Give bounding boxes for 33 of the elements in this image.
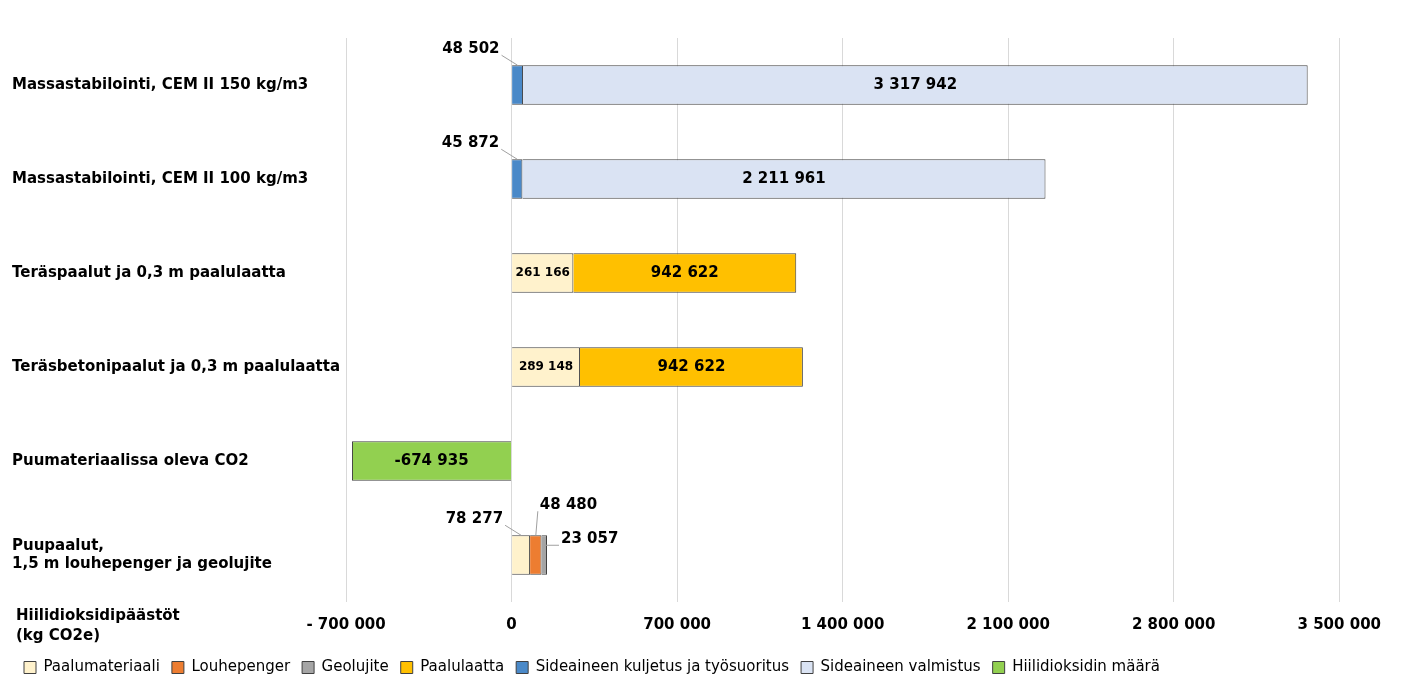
data-label: 48 480	[539, 495, 598, 514]
data-label: 942 622	[650, 262, 719, 281]
x-tick-label: 0	[506, 614, 517, 633]
y-tick-label: Puumateriaalissa oleva CO2	[12, 450, 249, 469]
x-tick-label: 700 000	[643, 614, 712, 633]
data-label: 289 148	[518, 359, 574, 374]
y-tick-label: Puupaalut, 1,5 m louhepenger ja geolujite	[12, 535, 272, 572]
legend-label: Sideaineen valmistus	[820, 657, 981, 676]
data-label: 3 317 942	[873, 74, 958, 93]
legend-label: Geolujite	[321, 657, 389, 676]
x-tick-label: - 700 000	[306, 614, 386, 633]
data-label: 2 211 961	[742, 168, 826, 187]
legend-label: Louhepenger	[191, 657, 291, 676]
x-tick-label: 3 500 000	[1297, 614, 1382, 633]
y-tick-label: Teräspaalut ja 0,3 m paalulaatta	[12, 262, 286, 281]
legend-label: Paalumateriaali	[43, 657, 160, 676]
data-label: 78 277	[445, 509, 504, 528]
y-tick-label: Teräsbetonipaalut ja 0,3 m paalulaatta	[12, 356, 341, 375]
x-tick-label: 2 100 000	[966, 614, 1050, 633]
data-label: -674 935	[394, 450, 469, 469]
legend-label: Sideaineen kuljetus ja työsuoritus	[535, 657, 790, 676]
x-axis-title: Hiilidioksidipäästöt (kg CO2e)	[16, 605, 180, 644]
legend-label: Paalulaatta	[420, 657, 505, 676]
data-label: 23 057	[561, 529, 619, 548]
data-label: 942 622	[657, 356, 726, 375]
data-label: 261 166	[515, 265, 570, 280]
legend-label: Hiilidioksidin määrä	[1012, 657, 1160, 676]
data-label: 45 872	[441, 133, 500, 152]
y-tick-label: Massastabilointi, CEM II 100 kg/m3	[12, 168, 309, 187]
y-tick-label: Massastabilointi, CEM II 150 kg/m3	[12, 74, 309, 93]
x-tick-label: 1 400 000	[800, 614, 885, 633]
data-label: 48 502	[442, 39, 500, 58]
x-tick-label: 2 800 000	[1131, 614, 1216, 633]
